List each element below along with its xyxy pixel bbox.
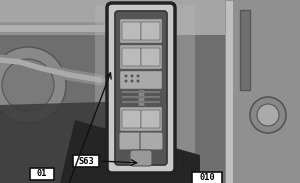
- Circle shape: [124, 74, 128, 77]
- FancyBboxPatch shape: [141, 110, 160, 128]
- Circle shape: [136, 74, 140, 77]
- Bar: [230, 0, 300, 183]
- Bar: [240, 10, 250, 90]
- FancyBboxPatch shape: [141, 48, 160, 66]
- Circle shape: [136, 79, 140, 83]
- Circle shape: [124, 79, 128, 83]
- Text: 010: 010: [199, 173, 215, 182]
- FancyBboxPatch shape: [122, 48, 141, 66]
- FancyBboxPatch shape: [122, 22, 141, 40]
- Circle shape: [257, 104, 279, 126]
- Bar: [192, 172, 222, 183]
- Circle shape: [250, 97, 286, 133]
- Circle shape: [130, 79, 134, 83]
- FancyBboxPatch shape: [119, 18, 163, 44]
- Circle shape: [0, 47, 66, 123]
- Circle shape: [130, 74, 134, 77]
- Polygon shape: [60, 120, 200, 183]
- FancyBboxPatch shape: [119, 44, 163, 70]
- Circle shape: [2, 59, 54, 111]
- Bar: [73, 155, 99, 167]
- Bar: [0, 0, 300, 35]
- Polygon shape: [0, 100, 170, 183]
- Bar: [30, 168, 54, 180]
- FancyBboxPatch shape: [122, 110, 141, 128]
- Bar: [225, 0, 233, 183]
- FancyBboxPatch shape: [119, 70, 163, 89]
- FancyBboxPatch shape: [115, 11, 167, 165]
- Bar: [138, 18, 144, 158]
- FancyBboxPatch shape: [141, 22, 160, 40]
- FancyBboxPatch shape: [107, 3, 175, 173]
- Text: 01: 01: [37, 169, 47, 178]
- FancyBboxPatch shape: [119, 132, 142, 150]
- FancyBboxPatch shape: [140, 132, 163, 150]
- Bar: [95, 5, 195, 175]
- FancyBboxPatch shape: [119, 107, 163, 132]
- FancyBboxPatch shape: [130, 150, 152, 166]
- Text: S63: S63: [78, 156, 94, 165]
